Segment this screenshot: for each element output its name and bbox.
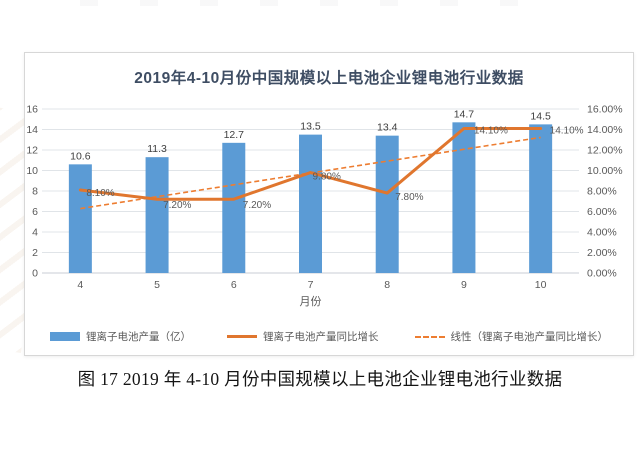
right-axis-tick: 0.00% bbox=[587, 268, 617, 280]
right-axis-tick: 8.00% bbox=[587, 186, 617, 198]
left-axis-tick: 0 bbox=[32, 268, 38, 280]
bar-value-label: 14.7 bbox=[454, 108, 475, 120]
bar-value-label: 14.5 bbox=[530, 110, 551, 122]
bar bbox=[145, 157, 169, 273]
chart-card: 2019年4-10月份中国规模以上电池企业锂电池行业数据 16 16.00% 14 1… bbox=[24, 52, 634, 356]
legend-label: 锂离子电池产量（亿） bbox=[86, 331, 191, 343]
legend-label: 线性（锂离子电池产量同比增长） bbox=[450, 331, 609, 343]
growth-point-label: 9.80% bbox=[313, 172, 341, 183]
bar bbox=[452, 122, 476, 273]
legend-label: 锂离子电池产量同比增长 bbox=[263, 331, 379, 343]
bar bbox=[529, 124, 553, 273]
growth-point-label: 14.10% bbox=[474, 125, 508, 136]
bar-value-label: 12.7 bbox=[224, 129, 245, 141]
left-axis-tick: 16 bbox=[26, 104, 38, 116]
bar bbox=[68, 164, 92, 273]
right-axis-tick: 16.00% bbox=[587, 104, 623, 116]
bar-value-label: 13.4 bbox=[377, 122, 398, 134]
bar bbox=[375, 135, 399, 273]
left-axis-tick: 14 bbox=[26, 124, 38, 136]
chart-legend: 锂离子电池产量（亿） 锂离子电池产量同比增长 线性（锂离子电池产量同比增长） bbox=[25, 329, 633, 344]
legend-item-trend: 线性（锂离子电池产量同比增长） bbox=[414, 329, 609, 344]
left-axis-tick: 8 bbox=[32, 186, 38, 198]
x-axis-tick: 5 bbox=[154, 279, 160, 291]
growth-point-label: 7.20% bbox=[243, 200, 271, 211]
x-axis-tick: 8 bbox=[384, 279, 390, 291]
bar bbox=[299, 134, 322, 273]
x-axis-tick: 4 bbox=[77, 279, 83, 291]
x-axis-tick: 7 bbox=[308, 279, 314, 291]
figure-caption: 图 17 2019 年 4-10 月份中国规模以上电池企业锂电池行业数据 bbox=[77, 369, 563, 389]
right-axis-tick: 4.00% bbox=[587, 227, 617, 239]
left-axis-tick: 2 bbox=[32, 247, 38, 259]
combo-chart: 16 16.00% 14 14.00% 12 12.00% 10 10.00% 8 8.00% 6 6… bbox=[26, 104, 623, 309]
legend-item-production: 锂离子电池产量（亿） bbox=[50, 329, 191, 344]
growth-line bbox=[78, 126, 543, 201]
x-axis-tick: 6 bbox=[231, 279, 237, 291]
line-swatch-icon bbox=[227, 335, 257, 338]
x-axis-tick: 9 bbox=[461, 279, 467, 291]
growth-point-label: 7.80% bbox=[395, 192, 423, 203]
bar-swatch-icon bbox=[50, 332, 80, 341]
growth-point-label: 8.10% bbox=[86, 188, 114, 199]
right-axis-tick: 2.00% bbox=[587, 247, 617, 259]
right-axis-tick: 14.00% bbox=[587, 124, 623, 136]
x-axis-title: 月份 bbox=[300, 295, 322, 308]
right-axis-tick: 6.00% bbox=[587, 206, 617, 218]
left-axis-tick: 12 bbox=[26, 145, 38, 157]
growth-point-label: 14.10% bbox=[550, 125, 584, 136]
right-axis-tick: 10.00% bbox=[587, 165, 623, 177]
left-axis-tick: 10 bbox=[26, 165, 38, 177]
scan-artifact-top bbox=[80, 0, 560, 6]
left-axis-tick: 4 bbox=[32, 227, 38, 239]
bar bbox=[222, 142, 246, 273]
bar-value-label: 11.3 bbox=[147, 143, 167, 155]
growth-point-label: 7.20% bbox=[163, 200, 191, 211]
left-axis-tick: 6 bbox=[32, 206, 38, 218]
bar-value-label: 13.5 bbox=[300, 121, 321, 133]
chart-title: 2019年4-10月份中国规模以上电池企业锂电池行业数据 bbox=[134, 70, 524, 87]
dashed-line-swatch-icon bbox=[414, 335, 445, 338]
legend-item-growth: 锂离子电池产量同比增长 bbox=[227, 329, 379, 344]
x-axis-tick: 10 bbox=[535, 279, 547, 291]
right-axis-tick: 12.00% bbox=[587, 145, 623, 157]
bar-value-label: 10.6 bbox=[70, 150, 91, 162]
